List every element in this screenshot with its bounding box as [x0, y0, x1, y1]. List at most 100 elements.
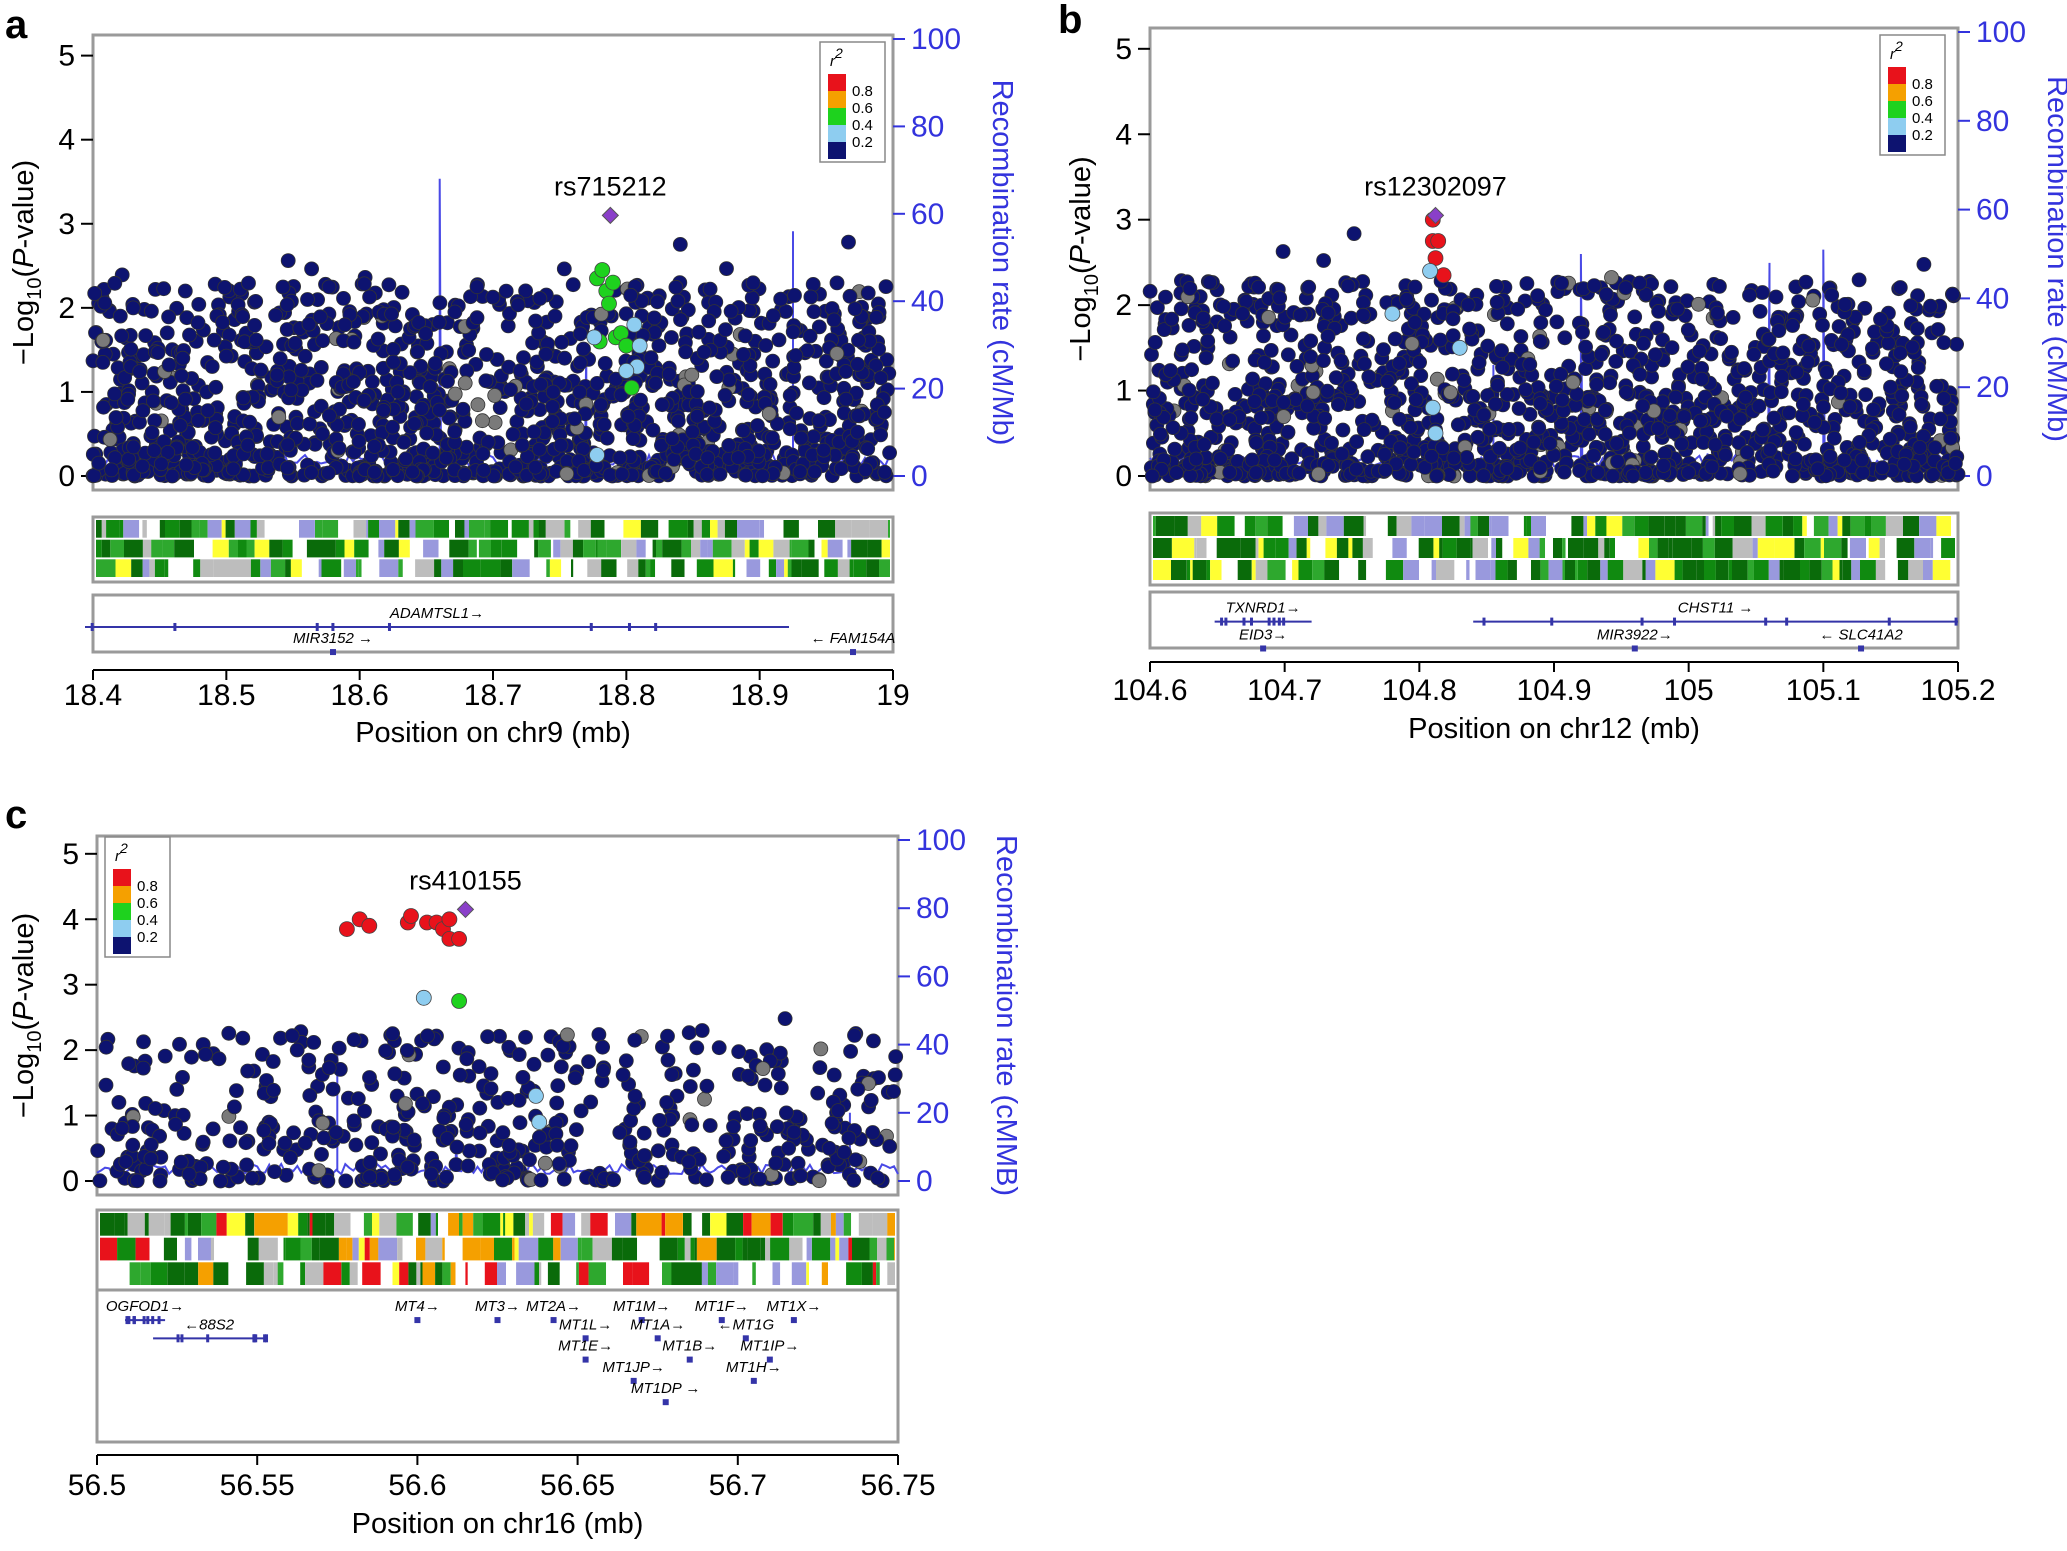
track-segment: [368, 520, 379, 538]
track-segment: [784, 559, 788, 577]
track-segment: [442, 1237, 445, 1261]
track-segment: [1267, 560, 1286, 580]
track-segment: [194, 539, 200, 558]
snp-point: [1489, 294, 1505, 310]
snp-point: [425, 1089, 441, 1105]
snp-point: [190, 315, 206, 331]
track-segment: [459, 1213, 463, 1236]
gene-exon: [1224, 617, 1228, 626]
track-segment: [1153, 538, 1172, 558]
snp-point: [782, 387, 798, 403]
track-segment: [686, 1262, 702, 1285]
snp-point: [1892, 345, 1908, 361]
track-segment: [1206, 538, 1217, 558]
gene-exon: [1260, 645, 1267, 652]
track-segment: [213, 559, 232, 577]
snp-point: [1866, 402, 1881, 418]
track-segment: [309, 1213, 313, 1236]
snp-point: [200, 403, 216, 419]
track-segment: [835, 520, 852, 538]
track-segment: [1806, 516, 1814, 536]
ytick-label: 1: [1115, 375, 1132, 408]
snp-point: [356, 392, 372, 408]
snp-point: [1603, 307, 1618, 323]
track-segment: [321, 559, 342, 577]
snp-point: [1198, 350, 1214, 366]
gene-label: MT1A→: [630, 1316, 685, 1333]
legend-title-sup: 2: [1894, 38, 1903, 54]
snp-point: [300, 292, 315, 307]
track-segment: [1841, 538, 1848, 558]
snp-point: [510, 297, 526, 313]
track-segment: [572, 539, 584, 558]
snp-point: [1610, 453, 1625, 469]
ytick-label: 3: [58, 208, 75, 241]
track-segment: [263, 1262, 274, 1285]
chromatin-track: [91, 515, 895, 584]
snp-point: [1387, 331, 1403, 347]
snp-point: [1575, 324, 1590, 340]
track-segment: [1413, 538, 1419, 558]
snp-point: [1324, 435, 1339, 451]
snp-point: [1462, 321, 1477, 337]
track-segment: [200, 559, 214, 577]
track-segment: [362, 1262, 381, 1285]
track-segment: [1419, 560, 1427, 580]
track-segment: [637, 1237, 652, 1261]
xtick-label: 104.8: [1382, 674, 1457, 707]
snp-point: [863, 1093, 879, 1108]
snp-point: [415, 1096, 430, 1111]
snp-point: [495, 1172, 511, 1188]
snp-point: [658, 465, 673, 481]
snp-point: [1150, 300, 1165, 316]
gene-panel: TXNRD1→EID3→CHST11 →MIR3922→ ← SLC41A2: [1148, 590, 1960, 652]
track-segment: [216, 1213, 227, 1236]
track-segment: [1366, 516, 1377, 536]
snp-point: [1518, 382, 1533, 398]
snp-point: [1632, 275, 1648, 291]
snp-point: [337, 317, 353, 333]
track-segment: [1648, 516, 1665, 536]
snp-point: [386, 1167, 402, 1183]
track-segment: [322, 520, 339, 538]
xtick-label: 105: [1664, 674, 1714, 707]
track-segment: [684, 1237, 691, 1261]
snp-point: [1593, 346, 1609, 362]
track-segment: [541, 1262, 548, 1285]
track-segment: [609, 559, 617, 577]
snp-point: [1280, 347, 1296, 363]
track-segment: [668, 520, 688, 538]
gene-frame: [95, 1288, 900, 1444]
snp-point: [672, 236, 688, 252]
snp-point: [1490, 377, 1505, 393]
snp-point: [172, 418, 188, 433]
snp-point: [1903, 298, 1919, 314]
snp-point: [1144, 468, 1160, 484]
snp-point: [168, 1116, 183, 1132]
gene-label: MT3→: [475, 1298, 520, 1315]
snp-point: [1556, 464, 1572, 480]
track-segment: [809, 1262, 822, 1285]
snp-point: [469, 310, 485, 326]
track-segment: [463, 559, 481, 577]
track-segment: [140, 1262, 151, 1285]
legend-swatch: [113, 869, 131, 886]
snp-point: [425, 445, 441, 461]
snp-point: [1450, 417, 1466, 433]
track-segment: [1708, 516, 1713, 536]
snp-point: [1404, 336, 1420, 352]
track-segment: [338, 1237, 347, 1261]
snp-point: [1492, 440, 1507, 456]
track-segment: [821, 1262, 828, 1285]
snp-point: [816, 442, 832, 458]
snp-point: [870, 1170, 886, 1186]
track-segment: [1298, 560, 1313, 580]
track-segment: [416, 1262, 421, 1285]
snp-point: [478, 373, 494, 389]
track-segment: [1258, 538, 1264, 558]
snp-point: [1188, 451, 1204, 467]
track-segment: [335, 539, 345, 558]
rtick-label: 100: [911, 23, 961, 56]
track-segment: [877, 1237, 887, 1261]
snp-point: [1662, 408, 1678, 423]
